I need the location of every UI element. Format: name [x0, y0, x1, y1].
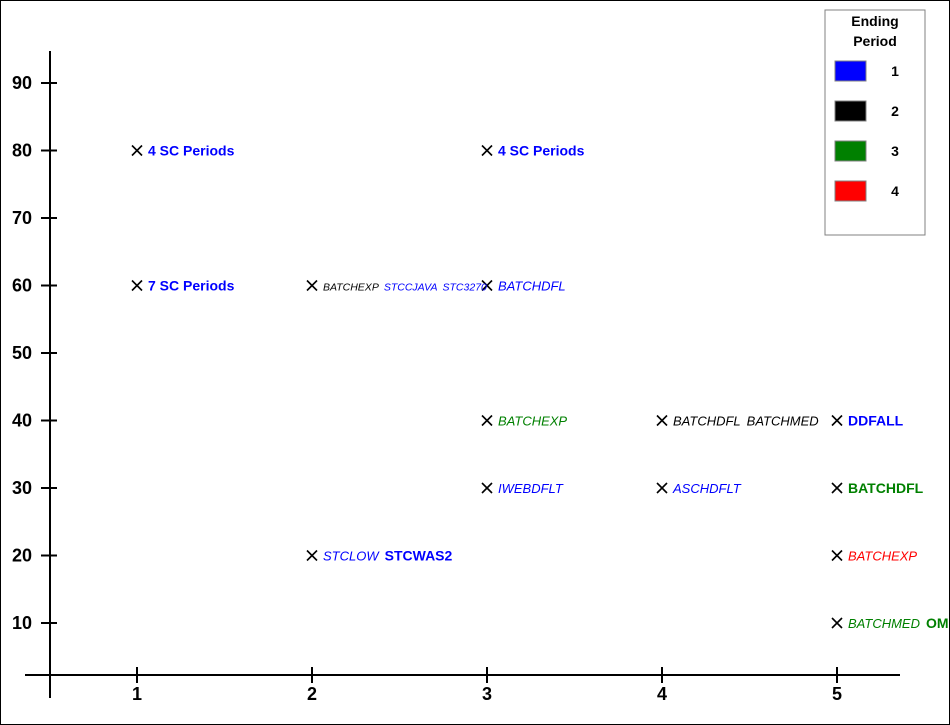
point-label: BATCHMED — [848, 616, 920, 631]
point-label: 4 SC Periods — [148, 143, 235, 159]
point-label: STC3270 — [443, 282, 488, 294]
y-tick-label: 60 — [12, 276, 32, 296]
point-marker — [656, 414, 668, 427]
y-tick-label: 90 — [12, 73, 32, 93]
legend-entry-label: 3 — [891, 143, 899, 159]
point-label: ASCHDFLT — [672, 481, 742, 496]
point-marker — [131, 144, 143, 157]
point-label: BATCHDFL — [673, 414, 741, 429]
point-label: BATCHEXP — [848, 549, 917, 564]
point-label: BATCHEXP — [498, 414, 567, 429]
y-tick-label: 80 — [12, 141, 32, 161]
legend-swatch — [834, 140, 867, 162]
x-tick-label: 4 — [657, 684, 667, 704]
point-label: OM — [926, 615, 949, 631]
point-label: 4 SC Periods — [498, 143, 585, 159]
legend-title-line-2: Period — [853, 33, 897, 49]
point-label: IWEBDFLT — [498, 481, 564, 496]
point-label: BATCHDFL — [498, 279, 566, 294]
axes — [25, 51, 900, 698]
y-tick-label: 10 — [12, 613, 32, 633]
legend-swatch — [834, 100, 867, 122]
point-marker — [831, 482, 843, 494]
y-tick-label: 40 — [12, 411, 32, 431]
point-marker — [131, 279, 143, 292]
point-label: BATCHMED — [747, 414, 819, 429]
ticks: 10 20 30 40 50 60 70 80 90 1 2 3 4 5 — [12, 73, 842, 704]
legend-swatch — [834, 180, 867, 202]
legend: Ending Period 1 2 3 4 — [824, 9, 926, 236]
point-marker — [481, 414, 493, 427]
point-label: BATCHDFL — [848, 480, 924, 496]
legend-entry-label: 2 — [891, 103, 899, 119]
y-tick-label: 50 — [12, 343, 32, 363]
y-tick-label: 20 — [12, 546, 32, 566]
x-tick-label: 5 — [832, 684, 842, 704]
point-marker — [481, 279, 493, 292]
legend-entry-label: 4 — [891, 183, 899, 199]
legend-title-line-1: Ending — [851, 13, 898, 29]
point-marker — [306, 549, 318, 562]
point-labels: 4 SC Periods 7 SC Periods BATCHEXP STCCJAVA… — [148, 143, 949, 632]
legend-entry-label: 1 — [891, 63, 899, 79]
point-marker — [831, 414, 843, 427]
y-tick-label: 30 — [12, 478, 32, 498]
point-marker — [481, 482, 493, 494]
point-label: STCWAS2 — [385, 548, 453, 564]
point-label: STCCJAVA — [384, 282, 438, 294]
y-tick-label: 70 — [12, 208, 32, 228]
point-marker — [656, 482, 668, 494]
point-marker — [831, 617, 843, 629]
legend-swatch — [834, 60, 867, 82]
point-label: BATCHEXP — [323, 282, 379, 294]
point-marker — [306, 279, 318, 292]
point-marker — [831, 549, 843, 562]
x-tick-label: 2 — [307, 684, 317, 704]
point-marks — [131, 144, 843, 629]
point-marker — [481, 144, 493, 157]
x-tick-label: 3 — [482, 684, 492, 704]
legend-entries: 1 2 3 4 — [834, 60, 899, 202]
point-label: STCLOW — [323, 549, 380, 564]
x-tick-label: 1 — [132, 684, 142, 704]
point-label: DDFALL — [848, 413, 904, 429]
point-label: 7 SC Periods — [148, 278, 235, 294]
